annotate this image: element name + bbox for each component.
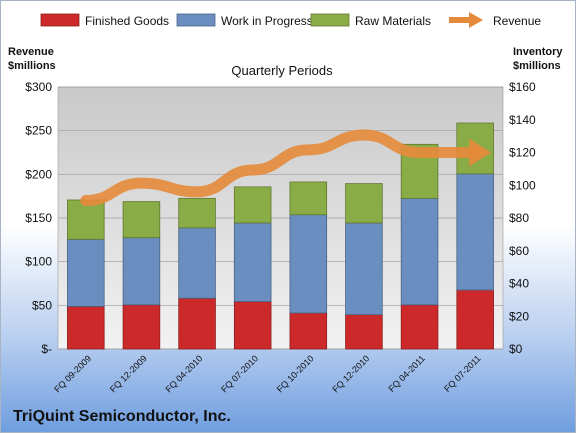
right-axis-label-line1: Inventory	[513, 46, 563, 58]
right-tick-label: $140	[509, 113, 536, 127]
bar-raw-materials	[178, 197, 216, 229]
right-axis-ticks: $0 $20 $40 $60 $80 $100 $120 $140 $160	[509, 80, 536, 356]
left-tick-label: $100	[25, 255, 52, 269]
bar-work-in-progress	[67, 238, 105, 307]
left-axis-ticks: $- $50 $100 $150 $200 $250 $300	[25, 80, 52, 356]
left-tick-label: $50	[32, 298, 52, 312]
bar-work-in-progress	[456, 173, 494, 291]
right-tick-label: $80	[509, 211, 529, 225]
category-label: FQ 04-2010	[163, 353, 204, 394]
chart-title: Quarterly Periods	[231, 63, 333, 78]
left-axis-label-line2: $millions	[8, 60, 56, 72]
bar-work-in-progress	[122, 237, 161, 306]
category-labels: FQ 09-2009 FQ 12-2009 FQ 04-2010 FQ 07-2010…	[52, 353, 482, 394]
left-tick-label: $200	[25, 167, 52, 181]
bar-raw-materials	[122, 201, 161, 239]
bar-finished-goods	[345, 314, 383, 350]
legend: Finished Goods Work in Progress Raw Materi…	[40, 12, 541, 28]
bar-work-in-progress	[345, 222, 383, 316]
right-tick-label: $60	[509, 244, 529, 258]
bar-finished-goods	[122, 304, 161, 350]
left-tick-label: $250	[25, 124, 52, 138]
bar-work-in-progress	[233, 222, 272, 302]
bar-raw-materials	[67, 199, 105, 240]
legend-label: Work in Progress	[221, 14, 313, 28]
left-tick-label: $-	[41, 342, 52, 356]
right-tick-label: $40	[509, 277, 529, 291]
bar-finished-goods	[400, 304, 439, 350]
legend-label: Revenue	[493, 14, 541, 28]
revenue-line	[80, 129, 492, 207]
bar-raw-materials	[289, 181, 328, 216]
right-axis-label-line2: $millions	[513, 60, 561, 72]
right-tick-label: $160	[509, 80, 536, 94]
bar-finished-goods	[289, 312, 328, 350]
bar-raw-materials	[345, 183, 383, 224]
category-label: FQ 10-2010	[275, 353, 316, 394]
legend-swatch	[40, 13, 80, 27]
right-tick-label: $0	[509, 342, 523, 356]
category-label: FQ 04-2011	[386, 353, 427, 394]
left-tick-label: $150	[25, 211, 52, 225]
bar-finished-goods	[456, 289, 494, 350]
revenue-arrowhead	[469, 138, 492, 167]
right-tick-label: $20	[509, 309, 529, 323]
bar-series	[67, 122, 494, 350]
legend-arrow-icon	[469, 12, 483, 28]
category-label: FQ 09-2009	[52, 353, 93, 394]
legend-swatch	[176, 13, 216, 27]
legend-swatch	[310, 13, 350, 27]
bar-work-in-progress	[289, 214, 328, 314]
bar-raw-materials	[233, 186, 272, 224]
right-tick-label: $120	[509, 146, 536, 160]
category-label: FQ 12-2009	[108, 353, 149, 394]
left-axis-label-line1: Revenue	[8, 46, 54, 58]
legend-label: Finished Goods	[85, 14, 169, 28]
bar-work-in-progress	[178, 227, 216, 299]
bar-finished-goods	[233, 301, 272, 350]
right-tick-label: $100	[509, 178, 536, 192]
legend-label: Raw Materials	[355, 14, 431, 28]
category-label: FQ 07-2010	[219, 353, 260, 394]
left-tick-label: $300	[25, 80, 52, 94]
bar-finished-goods	[178, 297, 216, 350]
bar-work-in-progress	[400, 197, 439, 306]
category-label: FQ 07-2011	[442, 353, 483, 394]
category-label: FQ 12-2010	[330, 353, 371, 394]
company-name: TriQuint Semiconductor, Inc.	[13, 408, 231, 425]
bar-finished-goods	[67, 306, 105, 350]
revenue-line-path	[80, 129, 481, 207]
